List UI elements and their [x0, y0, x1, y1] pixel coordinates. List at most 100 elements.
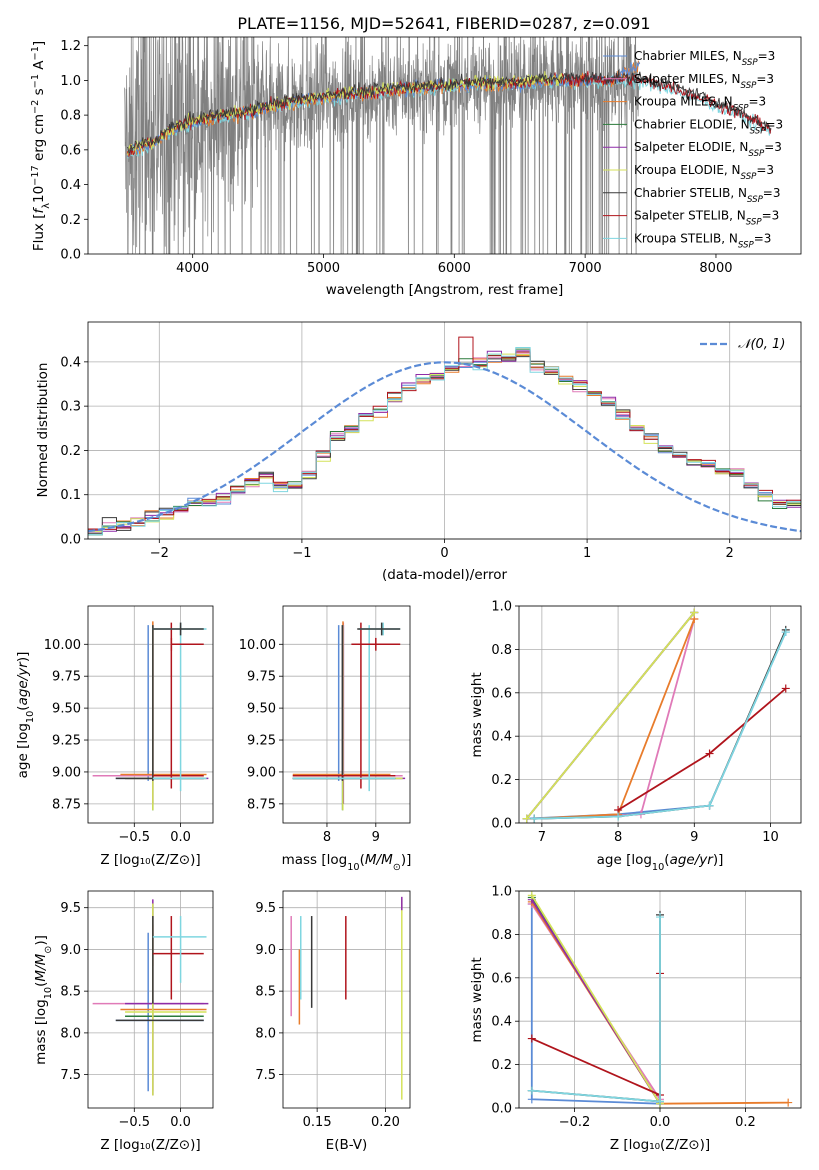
label-part: −1 — [30, 46, 41, 60]
y-tick-label: 9.5 — [255, 901, 276, 916]
label-part: =3 — [754, 231, 772, 245]
label-part: Chabrier MILES, N — [634, 49, 742, 63]
label-part: =3 — [762, 209, 780, 223]
y-tick-label: 8.0 — [255, 1026, 276, 1041]
plot-area-mass-Z — [92, 899, 209, 1096]
axes-frame — [87, 321, 802, 540]
y-tick-label: 0.0 — [491, 1102, 512, 1117]
y-tick-label: 8.75 — [247, 797, 276, 812]
label-part: age [log — [15, 723, 31, 778]
label-part: 10 — [347, 862, 359, 873]
point-salpeter-stelib — [351, 637, 401, 651]
y-tick-label: 9.0 — [255, 943, 276, 958]
label-part: =3 — [756, 163, 774, 177]
marker-kroupa-elodie — [522, 814, 531, 823]
y-axis-label: Normed distribution — [35, 363, 51, 498]
y-axis-label: mass [log10(M/M⊙)] — [33, 935, 54, 1065]
label-part: 10 — [25, 711, 36, 723]
label-part: −2 — [30, 100, 41, 114]
y-tick-label: 0.2 — [491, 1058, 512, 1073]
y-tick-label: 1.0 — [60, 74, 81, 89]
marker-salpeter-stelib — [705, 749, 714, 758]
model-line-chabrier-stelib — [126, 69, 772, 154]
y-axis-label: Flux [fλ10−17 erg cm−2 s−1 A−1] — [30, 41, 52, 251]
plot-area-residuals — [88, 336, 801, 536]
x-tick-label: 7000 — [569, 261, 602, 276]
y-axis-label: mass weight — [469, 672, 485, 757]
panel-age-Z: −0.5 0.0 8.75 9.00 9.25 9.50 9.75 10.00 Z [log₁₀… — [15, 605, 214, 868]
marker-kroupa-miles — [784, 1098, 793, 1107]
point-kroupa-stelib — [152, 625, 207, 792]
label-part: SSP — [746, 218, 763, 228]
marker-chabrier-miles — [527, 1095, 536, 1104]
y-axis-label: age [log10(age/yr)] — [15, 652, 36, 779]
x-tick-label: 0.0 — [170, 830, 191, 845]
marker-kroupa-stelib — [530, 814, 539, 823]
x-tick-label: 0.0 — [650, 1115, 671, 1130]
y-tick-label: 0.2 — [491, 773, 512, 788]
marker-kroupa-stelib — [656, 913, 664, 922]
label-part: )] — [15, 652, 31, 663]
y-tick-label: 7.5 — [255, 1068, 276, 1083]
label-part: Salpeter STELIB, N — [634, 209, 746, 223]
x-tick-label: −0.2 — [559, 1115, 591, 1130]
label-part: SSP — [742, 58, 759, 68]
x-tick-label: 6000 — [438, 261, 471, 276]
panel-mass-EBV: 0.15 0.20 7.5 8.0 8.5 9.0 9.5 E(B-V) — [255, 890, 411, 1153]
label-part: )] — [713, 852, 724, 868]
panels: 4000 5000 6000 7000 8000 0.0 0.2 0.4 0.6 0.8 1.0 1.… — [15, 36, 802, 1153]
marker-kroupa-stelib — [705, 801, 714, 810]
label-part: Flux [ — [31, 214, 47, 252]
y-tick-label: 0.6 — [491, 971, 512, 986]
y-tick-label: 0.3 — [60, 400, 81, 415]
x-tick-label: −1 — [292, 546, 311, 561]
panel-weight-Z: −0.2 0.0 0.2 0.0 0.2 0.4 0.6 0.8 1.0 Z [log₁₀(Z/Z… — [469, 885, 802, 1153]
normal-curve — [88, 361, 801, 533]
y-axis-label: mass weight — [469, 957, 485, 1042]
label-part: mass [log — [33, 999, 49, 1065]
label-part: SSP — [741, 81, 758, 91]
x-tick-label: 9 — [690, 830, 698, 845]
marker-kroupa-stelib — [614, 812, 623, 821]
label-part: age/yr — [15, 661, 31, 706]
label-part: λ — [41, 203, 52, 209]
x-axis-label: wavelength [Angstrom, rest frame] — [326, 282, 564, 298]
y-tick-label: 0.0 — [491, 817, 512, 832]
x-tick-label: −0.5 — [119, 830, 151, 845]
x-tick-label: 9 — [372, 830, 380, 845]
y-tick-label: 0.0 — [60, 248, 81, 263]
label-part: Chabrier ELODIE, N — [634, 117, 750, 131]
point-kroupa-stelib — [292, 625, 396, 792]
label-part: =3 — [758, 49, 776, 63]
y-tick-label: 10.00 — [44, 638, 81, 653]
y-tick-label: 9.50 — [247, 702, 276, 717]
marker-kroupa-stelib — [527, 1086, 536, 1095]
y-tick-label: 0.8 — [60, 109, 81, 124]
point-salpeter-stelib — [170, 637, 204, 651]
x-tick-label: 10 — [762, 830, 779, 845]
y-tick-label: 0.8 — [491, 928, 512, 943]
x-tick-label: 0.20 — [371, 1115, 400, 1130]
label-part: A — [31, 60, 47, 74]
label-part: 10 — [31, 186, 47, 203]
y-tick-label: 9.75 — [247, 670, 276, 685]
plot-area-weight-Z — [527, 891, 793, 1108]
label-part: SSP — [748, 149, 765, 159]
x-tick-label: 1 — [583, 546, 591, 561]
y-tick-label: 0.4 — [491, 730, 512, 745]
label-part: 10 — [43, 987, 54, 999]
label-part: ( — [33, 982, 49, 987]
plot-area-age-Z — [92, 621, 209, 811]
panel-residuals: −2 −1 0 1 2 0.0 0.1 0.2 0.3 0.4 𝒩(0, 1) (data-model… — [35, 321, 802, 583]
label-part: −17 — [30, 165, 41, 186]
label-part: Kroupa STELIB, N — [634, 231, 738, 245]
panel-mass-Z: −0.5 0.0 7.5 8.0 8.5 9.0 9.5 Z [log₁₀(Z/Z⊙)] mas… — [33, 890, 214, 1153]
label-part: M/M — [33, 953, 49, 981]
y-tick-label: 9.5 — [60, 901, 81, 916]
x-tick-label: 8 — [614, 830, 622, 845]
legend-label: Salpeter MILES, NSSP=3 — [634, 72, 774, 91]
y-tick-label: 8.75 — [52, 797, 81, 812]
y-tick-label: 8.5 — [255, 985, 276, 1000]
y-tick-label: 1.0 — [491, 885, 512, 900]
